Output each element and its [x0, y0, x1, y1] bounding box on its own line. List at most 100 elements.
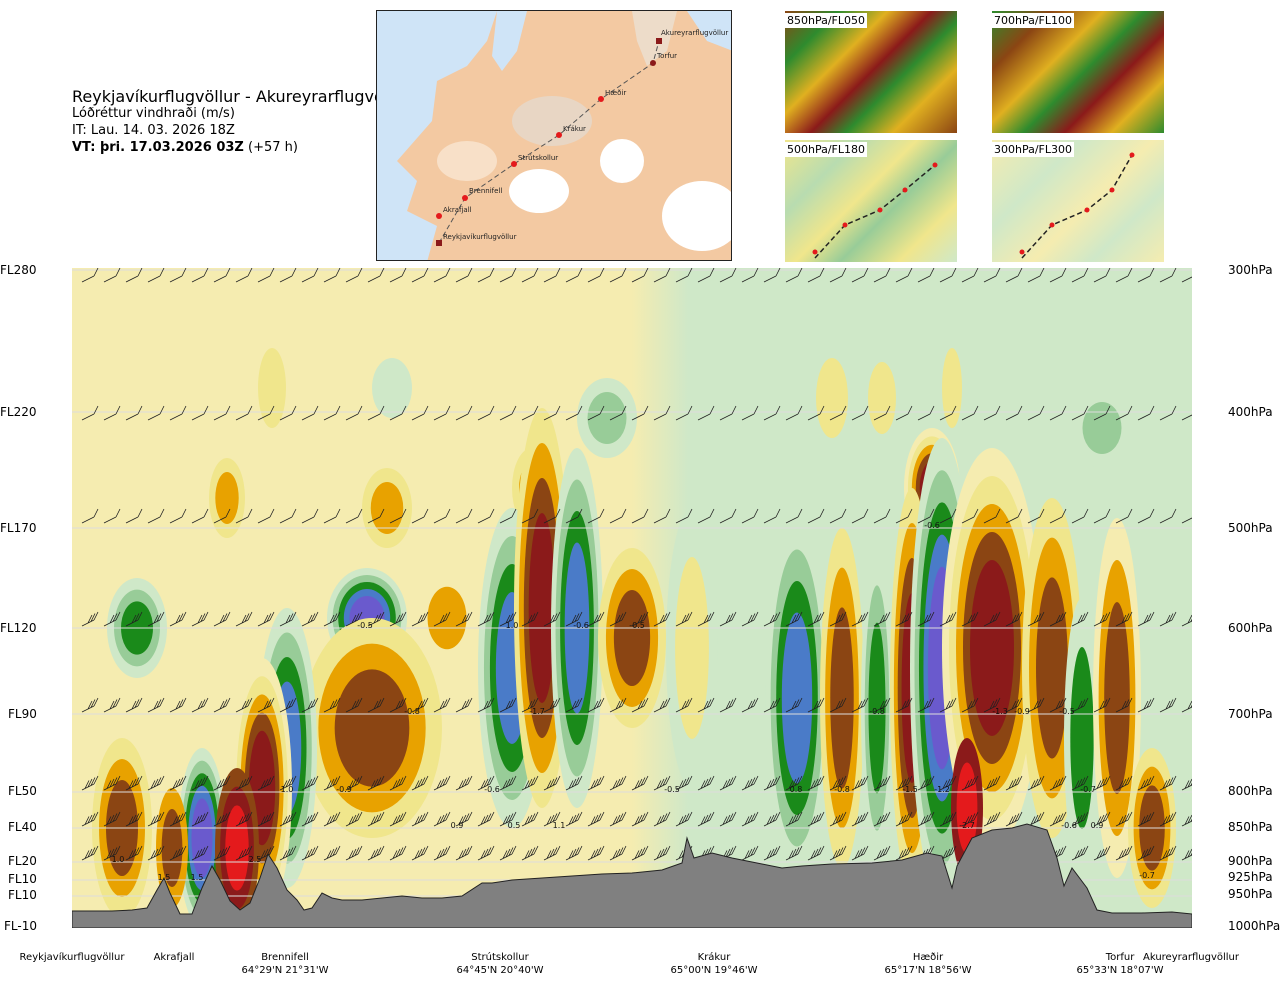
wind-barb — [411, 405, 429, 421]
wind-barb — [1049, 611, 1067, 627]
wind-barb — [587, 697, 605, 713]
wind-barb — [763, 775, 781, 791]
wind-barb — [873, 775, 891, 791]
wind-barb — [1093, 405, 1111, 421]
thumbnail-500hpa[interactable]: 500hPa/FL180 — [785, 140, 957, 262]
wind-barb — [367, 405, 385, 421]
wind-barb — [521, 775, 539, 791]
wind-barb — [191, 697, 209, 713]
wind-barb — [587, 405, 605, 421]
value-label: 0.8 — [790, 785, 803, 794]
thumbnail-300hpa[interactable]: 300hPa/FL300 — [992, 140, 1164, 262]
wind-barb — [455, 811, 473, 827]
wind-barb — [257, 611, 275, 627]
wind-barb — [499, 268, 517, 283]
wind-barb — [125, 811, 143, 827]
wind-barb — [851, 811, 869, 827]
wind-barb — [257, 508, 275, 524]
wind-barb — [279, 697, 297, 713]
wind-barb — [521, 697, 539, 713]
thumbnail-700hpa[interactable]: 700hPa/FL100 — [992, 11, 1164, 133]
wind-barb — [323, 845, 341, 861]
wind-barb — [1093, 697, 1111, 713]
wind-barb — [213, 845, 231, 861]
wind-barb — [323, 697, 341, 713]
wind-barb — [763, 268, 781, 283]
value-label: -1.5 — [902, 785, 918, 794]
wind-barb — [147, 811, 165, 827]
wind-barb — [741, 611, 759, 627]
wind-barb — [1093, 611, 1111, 627]
chart-subtitle: Lóðréttur vindhraði (m/s) — [72, 106, 235, 121]
wind-barb — [939, 405, 957, 421]
wind-barb — [719, 811, 737, 827]
wind-barb — [653, 508, 671, 524]
wind-barb — [125, 845, 143, 861]
wind-barb — [895, 697, 913, 713]
wind-barb — [345, 268, 363, 283]
wind-barb — [1115, 508, 1133, 524]
wind-barb — [81, 845, 99, 861]
left-axis-label: FL20 — [8, 854, 37, 868]
motion-contour — [372, 358, 412, 418]
location-label: Reykjavíkurflugvöllur — [19, 952, 125, 963]
wind-barb — [235, 268, 253, 283]
thumbnail-label: 700hPa/FL100 — [992, 13, 1075, 28]
wind-barb — [961, 268, 979, 283]
motion-contour — [868, 622, 886, 794]
wind-barb — [1115, 611, 1133, 627]
wind-barb — [895, 811, 913, 827]
location-label: Brennifell 64°29'N 21°31'W — [241, 952, 329, 976]
wind-barb — [939, 268, 957, 283]
value-label: -0.7 — [1139, 871, 1155, 880]
wind-barb — [213, 775, 231, 791]
wind-barb — [279, 405, 297, 421]
wind-barb — [741, 405, 759, 421]
wind-barb — [235, 611, 253, 627]
map-label-haedir: Hæðir — [605, 89, 626, 97]
wind-barb — [125, 775, 143, 791]
wind-barb — [301, 775, 319, 791]
wind-barb — [125, 405, 143, 421]
wind-barb — [257, 811, 275, 827]
wind-barb — [851, 611, 869, 627]
wind-barb — [741, 845, 759, 861]
wind-barb — [1005, 775, 1023, 791]
value-label: -0.8 — [404, 707, 420, 716]
wind-barb — [345, 845, 363, 861]
wind-barb — [1093, 845, 1111, 861]
wind-barb — [147, 845, 165, 861]
wind-barb — [367, 697, 385, 713]
value-label: -1.7 — [529, 707, 545, 716]
wind-barb — [587, 611, 605, 627]
wind-barb — [345, 775, 363, 791]
value-label: -0.5 — [664, 785, 680, 794]
wind-barb — [323, 775, 341, 791]
thumbnail-850hpa[interactable]: 850hPa/FL050 — [785, 11, 957, 133]
motion-contour — [816, 358, 848, 438]
wind-barb — [1071, 775, 1089, 791]
map-label-akureyri: Akureyrarflugvöllur — [661, 29, 728, 37]
value-label: 0.5 — [508, 821, 521, 830]
wind-barb — [741, 811, 759, 827]
wind-barb — [1137, 268, 1155, 283]
wind-barb — [1115, 811, 1133, 827]
wind-barb — [807, 405, 825, 421]
wind-barb — [829, 611, 847, 627]
wind-barb — [543, 845, 561, 861]
wind-barb — [147, 508, 165, 524]
wind-barb — [631, 405, 649, 421]
wind-barb — [609, 611, 627, 627]
wind-barb — [807, 845, 825, 861]
wind-barb — [565, 775, 583, 791]
motion-contour — [1082, 402, 1122, 454]
wind-barb — [785, 697, 803, 713]
wind-barb — [323, 268, 341, 283]
wind-barb — [279, 268, 297, 283]
wind-barb — [829, 405, 847, 421]
wind-barb — [147, 611, 165, 627]
value-label: 1.1 — [553, 821, 566, 830]
motion-contour — [830, 607, 854, 789]
wind-barb — [257, 268, 275, 283]
wind-barb — [477, 508, 495, 524]
